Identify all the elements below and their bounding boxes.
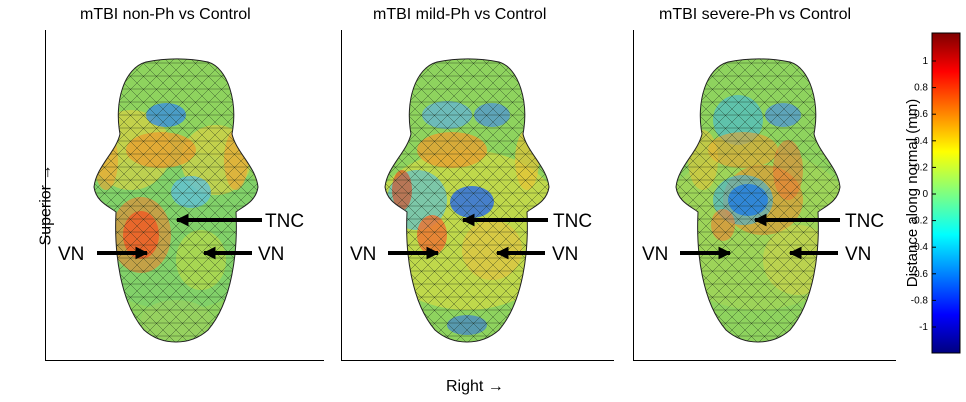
surface-color-patch bbox=[763, 225, 833, 295]
colorbar-tick-label: -1 bbox=[919, 322, 928, 333]
surface-color-patch bbox=[224, 130, 248, 190]
surface-colormap bbox=[385, 59, 549, 342]
colorbar-label: Distance along normal (mm) bbox=[904, 99, 921, 287]
surface-color-patch bbox=[711, 209, 735, 241]
panel-title-1: mTBI non-Ph vs Control bbox=[80, 6, 251, 23]
annotations-panel-1: TNC VN VN bbox=[58, 211, 304, 265]
vn-left-label-2: VN bbox=[350, 244, 376, 265]
axes-frame-2 bbox=[341, 30, 614, 361]
brainstem-surface-3 bbox=[675, 58, 841, 343]
vn-right-label-3: VN bbox=[845, 244, 871, 265]
colorbar-tick-label: 0.8 bbox=[914, 83, 928, 94]
vn-left-label-3: VN bbox=[642, 244, 668, 265]
colorbar-ticks: 1 0.8 0.6 0.4 0.2 0 -0.2 -0.4 -0.6 -0.8 -1 bbox=[911, 56, 936, 333]
colorbar-tick-label: 1 bbox=[922, 56, 928, 67]
surface-color-patch bbox=[515, 130, 539, 190]
surface-outline bbox=[675, 58, 841, 343]
brainstem-surface-2 bbox=[384, 58, 550, 343]
vn-left-label-1: VN bbox=[58, 244, 84, 265]
colorbar-tick-label: 0.2 bbox=[914, 162, 928, 173]
annotations-panel-2: TNC VN VN bbox=[350, 211, 592, 265]
x-axis-label: Right → bbox=[446, 378, 504, 395]
panel-title-2: mTBI mild-Ph vs Control bbox=[373, 6, 547, 23]
colorbar-tick-label: 0 bbox=[922, 189, 928, 200]
panel-title-3: mTBI severe-Ph vs Control bbox=[659, 6, 852, 23]
vn-right-label-1: VN bbox=[258, 244, 284, 265]
surface-color-patch bbox=[141, 300, 211, 340]
vn-right-label-2: VN bbox=[552, 244, 578, 265]
surface-color-patch bbox=[176, 230, 226, 290]
surface-color-patch bbox=[450, 186, 494, 218]
colorbar-tick-label: -0.2 bbox=[911, 216, 929, 227]
surface-color-patch bbox=[171, 176, 211, 208]
axes-frame-1 bbox=[45, 30, 324, 361]
surface-color-patch bbox=[688, 130, 718, 190]
colorbar-tick-label: 0.6 bbox=[914, 109, 928, 120]
colorbar-tick-label: -0.8 bbox=[911, 295, 929, 306]
colorbar-tick-label: -0.4 bbox=[911, 242, 929, 253]
annotations-panel-3: TNC VN VN bbox=[642, 211, 884, 265]
tnc-label-2: TNC bbox=[553, 211, 592, 232]
surface-mesh bbox=[385, 59, 549, 342]
surface-mesh bbox=[94, 59, 258, 342]
colorbar-tick-label: 0.4 bbox=[914, 136, 928, 147]
surface-outline bbox=[384, 58, 550, 343]
colorbar-tick-label: -0.6 bbox=[911, 269, 929, 280]
axes-frame-3 bbox=[633, 30, 896, 361]
surface-mesh bbox=[676, 59, 840, 342]
tnc-label-3: TNC bbox=[845, 211, 884, 232]
colorbar-gradient bbox=[931, 32, 961, 354]
surface-color-patch bbox=[462, 220, 522, 280]
surface-outline bbox=[93, 58, 259, 343]
tnc-label-1: TNC bbox=[265, 211, 304, 232]
colorbar: 1 0.8 0.6 0.4 0.2 0 -0.2 -0.4 -0.6 -0.8 -1 Distanc… bbox=[904, 32, 961, 354]
